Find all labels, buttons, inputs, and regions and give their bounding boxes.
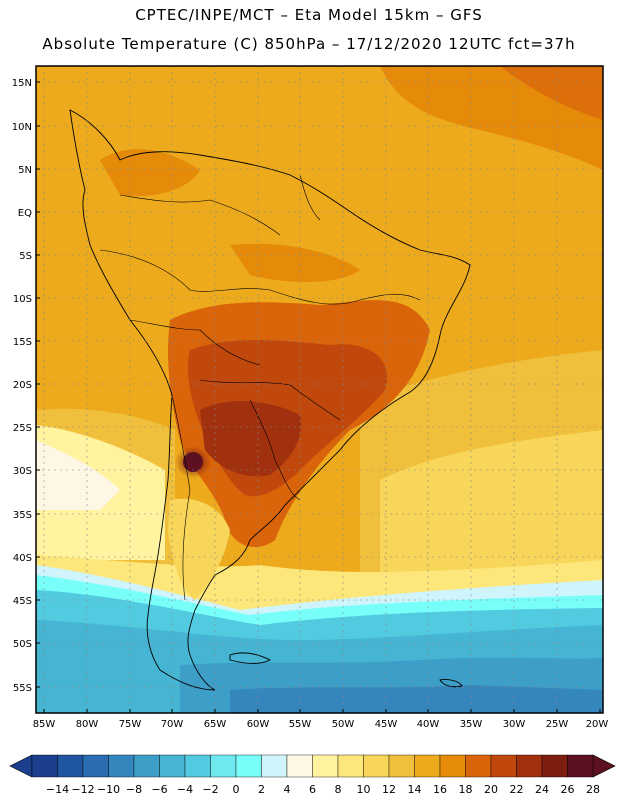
lon-label: 30W	[503, 719, 526, 730]
colorbar-swatch	[465, 754, 492, 778]
colorbar-swatch	[82, 754, 109, 778]
lat-label: 10N	[12, 122, 32, 133]
temperature-field	[36, 66, 603, 713]
colorbar-label: 16	[433, 783, 447, 796]
colorbar-label: 6	[309, 783, 316, 796]
lon-label: 65W	[204, 719, 227, 730]
lat-label: EQ	[18, 208, 32, 219]
colorbar: −14 −12 −10 −8 −6 −4 −2 0 2 4 6 8 10 12 14 16 18 20 22 24 26…	[9, 754, 616, 796]
colorbar-label: 20	[484, 783, 498, 796]
colorbar-arrow-low	[9, 754, 33, 778]
colorbar-label: −14	[46, 783, 69, 796]
colorbar-label: −8	[126, 783, 142, 796]
colorbar-swatch	[261, 754, 288, 778]
graticule	[36, 66, 603, 713]
lon-label: 60W	[247, 719, 270, 730]
colorbar-label: 12	[382, 783, 396, 796]
lat-label: 50S	[13, 639, 32, 650]
lat-label: 15S	[13, 337, 32, 348]
lat-label: 35S	[13, 510, 32, 521]
colorbar-swatch	[31, 754, 58, 778]
lat-label: 40S	[13, 553, 32, 564]
lat-label: 25S	[13, 423, 32, 434]
colorbar-swatch	[312, 754, 339, 778]
lon-label: 80W	[76, 719, 99, 730]
lon-label: 70W	[161, 719, 184, 730]
colorbar-swatch	[108, 754, 135, 778]
colorbar-swatch	[235, 754, 262, 778]
lon-label: 50W	[332, 719, 355, 730]
lon-label: 85W	[33, 719, 56, 730]
tick-marks	[36, 81, 601, 713]
lat-label: 10S	[13, 294, 32, 305]
lat-label: 5S	[19, 251, 32, 262]
lat-label: 45S	[13, 596, 32, 607]
colorbar-swatch	[388, 754, 415, 778]
colorbar-swatch	[159, 754, 186, 778]
map-title-line1: CPTEC/INPE/MCT – Eta Model 15km – GFS	[135, 6, 483, 24]
colorbar-swatch	[439, 754, 466, 778]
colorbar-arrow-high	[592, 754, 616, 778]
country-borders	[99, 174, 421, 601]
lon-label: 55W	[289, 719, 312, 730]
colorbar-swatch	[490, 754, 517, 778]
colorbar-label: 22	[510, 783, 524, 796]
colorbar-label: 18	[459, 783, 473, 796]
lon-label: 25W	[546, 719, 569, 730]
lon-label: 45W	[375, 719, 398, 730]
colorbar-swatch	[57, 754, 84, 778]
colorbar-label: −12	[71, 783, 94, 796]
colorbar-swatch	[541, 754, 568, 778]
colorbar-label: −6	[151, 783, 167, 796]
lon-label: 40W	[417, 719, 440, 730]
colorbar-swatch	[516, 754, 543, 778]
colorbar-label: 24	[535, 783, 549, 796]
colorbar-label: 14	[408, 783, 422, 796]
colorbar-swatch	[363, 754, 390, 778]
colorbar-label: −4	[177, 783, 193, 796]
colorbar-swatch	[337, 754, 364, 778]
lon-label: 35W	[460, 719, 483, 730]
colorbar-swatch	[210, 754, 237, 778]
colorbar-swatch	[414, 754, 441, 778]
lat-label: 5N	[18, 165, 32, 176]
lat-label: 20S	[13, 380, 32, 391]
colorbar-label: 26	[561, 783, 575, 796]
colorbar-label: 0	[233, 783, 240, 796]
colorbar-swatch	[133, 754, 160, 778]
lon-label: 20W	[586, 719, 609, 730]
colorbar-label: −2	[202, 783, 218, 796]
lat-label: 55S	[13, 683, 32, 694]
longitude-labels: 85W 80W 75W 70W 65W 60W 55W 50W 45W 40W …	[33, 719, 609, 730]
colorbar-label: 28	[586, 783, 600, 796]
colorbar-swatch	[286, 754, 313, 778]
map-frame	[35, 65, 604, 714]
colorbar-label: 8	[335, 783, 342, 796]
lat-label: 30S	[13, 466, 32, 477]
lat-label: 15N	[12, 78, 32, 89]
colorbar-swatch	[184, 754, 211, 778]
colorbar-swatch	[567, 754, 594, 778]
latitude-labels: 15N 10N 5N EQ 5S 10S 15S 20S 25S 30S 35S…	[12, 78, 32, 694]
colorbar-label: 10	[357, 783, 371, 796]
colorbar-label: 4	[284, 783, 291, 796]
map-title-line2: Absolute Temperature (C) 850hPa – 17/12/…	[42, 35, 576, 53]
colorbar-label: −10	[97, 783, 120, 796]
lon-label: 75W	[119, 719, 142, 730]
colorbar-label: 2	[258, 783, 265, 796]
